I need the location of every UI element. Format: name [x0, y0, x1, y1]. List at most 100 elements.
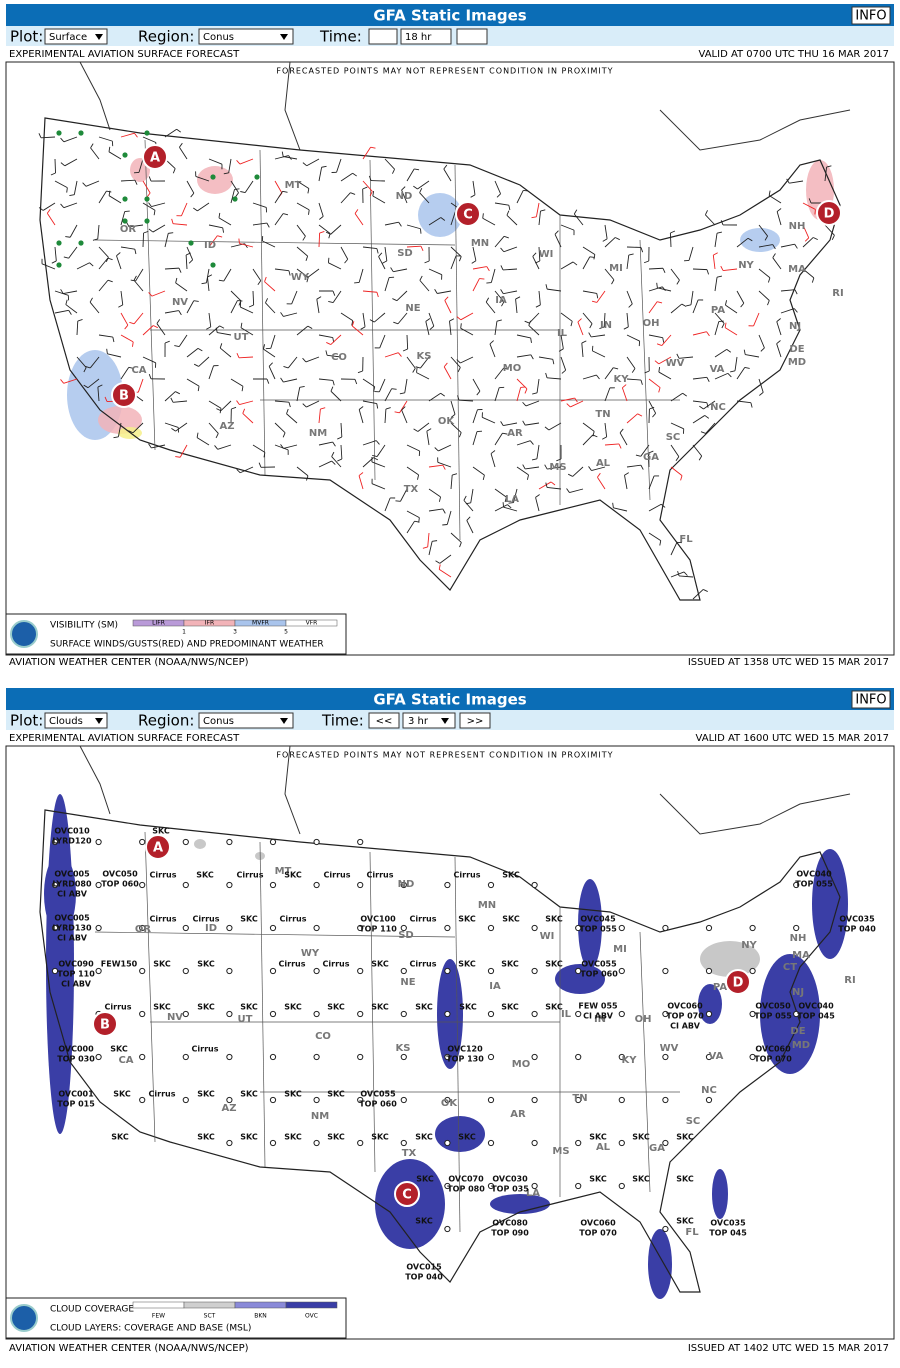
cloud-label: TOP 015 — [57, 1100, 95, 1109]
wind-barb — [406, 510, 420, 519]
state-label: NC — [710, 402, 726, 413]
time-next[interactable] — [456, 28, 488, 45]
wind-barb-tick — [283, 366, 289, 369]
station — [269, 881, 277, 889]
region-select[interactable] — [198, 712, 294, 729]
wind-barb-tick — [814, 209, 816, 215]
wind-barb — [449, 321, 452, 336]
info-button[interactable] — [851, 6, 891, 25]
wind-barb-tick — [619, 428, 624, 434]
wind-barb — [648, 334, 663, 339]
wind-barb-tick — [479, 278, 485, 280]
cloud-label: SKC — [676, 1217, 694, 1226]
station — [139, 1053, 146, 1061]
wind-barb-tick — [193, 207, 198, 212]
time-select[interactable] — [402, 712, 456, 729]
wind-barb-tick — [60, 162, 66, 167]
station — [575, 1096, 582, 1104]
wind-barb-tick — [522, 401, 527, 407]
station — [444, 1139, 451, 1147]
station — [531, 1096, 538, 1104]
region-select[interactable] — [198, 28, 294, 45]
plot-select[interactable] — [44, 28, 108, 45]
wind-barb — [230, 180, 239, 194]
time-next[interactable] — [459, 712, 491, 729]
cloud-label: SKC — [415, 1133, 433, 1142]
cloud-label: SKC — [327, 1090, 345, 1099]
state-line — [94, 931, 456, 938]
wind-barb — [120, 179, 136, 182]
wind-barb-tick — [351, 320, 354, 326]
legend-break: 5 — [284, 629, 288, 636]
wind-barb-tick — [592, 434, 598, 438]
state-label: TN — [572, 1093, 587, 1104]
wind-barb-tick — [459, 542, 462, 548]
wind-barb-tick — [188, 259, 193, 264]
station — [95, 838, 102, 846]
wind-barb — [714, 321, 720, 336]
time-prev[interactable] — [368, 712, 400, 729]
wind-barb-tick — [704, 210, 708, 216]
wind-barb-tick — [419, 275, 423, 281]
wind-barb — [406, 224, 421, 230]
wind-barb — [186, 180, 195, 194]
state-line — [259, 149, 266, 476]
wind-barb-tick — [241, 386, 244, 392]
wind-barb-tick — [660, 503, 666, 508]
wind-barb — [525, 466, 540, 470]
wind-barb-tick — [826, 165, 832, 168]
time-select[interactable] — [400, 28, 452, 45]
state-label: UT — [234, 332, 249, 343]
station — [226, 838, 233, 846]
cloud-label: TOP 055 — [579, 925, 617, 934]
station — [705, 1053, 713, 1061]
state-label: KS — [417, 351, 432, 362]
marker-letter: D — [733, 976, 744, 991]
wind-barb — [64, 158, 78, 167]
wind-barb-tick — [222, 227, 225, 233]
time-prev[interactable] — [368, 28, 398, 45]
wind-barb-tick — [393, 321, 399, 325]
wind-barb — [438, 444, 452, 452]
wind-barb-tick — [218, 279, 224, 282]
wind-barb-tick — [378, 252, 383, 257]
plot-label: Plot: — [10, 28, 43, 46]
wind-barb-tick — [280, 312, 284, 317]
wind-barb — [396, 290, 408, 302]
wind-barb-tick — [502, 432, 508, 435]
wind-barb — [384, 388, 393, 402]
visibility-area — [418, 193, 462, 237]
wind-barb-tick — [354, 209, 359, 214]
state-label: MN — [471, 238, 489, 249]
plot-select[interactable] — [44, 712, 108, 729]
cloud-label: TOP 060 — [580, 970, 618, 979]
wind-barb-tick — [470, 194, 476, 198]
info-button[interactable] — [851, 690, 891, 709]
wind-barb-tick — [244, 243, 248, 249]
wind-barb — [185, 254, 188, 270]
wind-barb-tick — [552, 359, 555, 365]
wind-barb — [287, 356, 298, 369]
marker-letter: D — [824, 207, 835, 222]
wind-barb-tick — [544, 464, 548, 470]
cloud-label: OVC050 — [755, 1002, 791, 1011]
wind-barb — [358, 409, 364, 424]
wind-barb — [626, 334, 640, 342]
cloud-label: Cirrus — [105, 1003, 132, 1012]
wind-barb-tick — [485, 297, 490, 303]
wind-barb — [340, 422, 343, 438]
wind-barb-tick — [813, 237, 818, 241]
wind-barb — [76, 320, 79, 336]
wind-barb — [206, 268, 210, 283]
wind-barb-tick — [240, 322, 243, 328]
wind-barb — [758, 334, 765, 349]
state-label: RI — [832, 288, 843, 299]
wind-barb-tick — [217, 235, 223, 238]
state-line — [454, 856, 461, 1233]
wind-barb-tick — [713, 252, 718, 256]
wind-barb-tick — [486, 266, 490, 272]
wind-barb-tick — [612, 502, 614, 508]
wind-barb — [296, 224, 306, 237]
station — [51, 838, 59, 846]
wind-barb-tick — [402, 348, 408, 352]
